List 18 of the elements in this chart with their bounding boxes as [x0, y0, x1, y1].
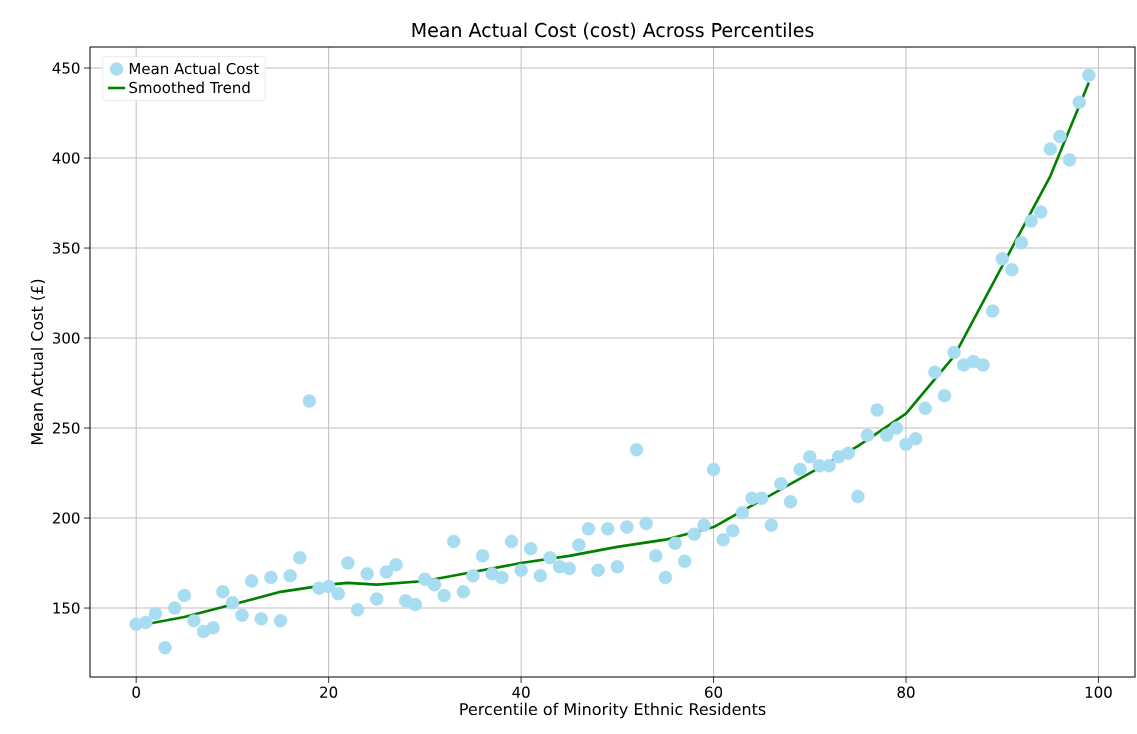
y-tick-label: 150 [53, 602, 80, 614]
y-axis-title: Mean Actual Cost (£) [30, 279, 45, 445]
y-tick-label: 200 [52, 512, 80, 524]
x-tick-label: 80 [897, 686, 915, 698]
y-tick-label: 400 [52, 152, 80, 164]
legend-label: Mean Actual Cost [129, 62, 259, 75]
y-tick-label: 350 [52, 242, 80, 254]
y-tick-label: 300 [52, 332, 80, 344]
x-tick-label: 0 [132, 686, 140, 698]
chart-title: Mean Actual Cost (cost) Across Percentiles [412, 22, 814, 40]
x-tick-label: 40 [512, 686, 530, 698]
legend-label: Smoothed Trend [129, 81, 250, 94]
y-tick-label: 250 [52, 422, 80, 434]
x-tick-label: 20 [320, 686, 338, 698]
x-axis-title: Percentile of Minority Ethnic Residents [460, 702, 766, 719]
x-tick-label: 60 [705, 686, 723, 698]
y-tick-label: 450 [52, 62, 80, 74]
x-tick-label: 100 [1085, 686, 1112, 698]
